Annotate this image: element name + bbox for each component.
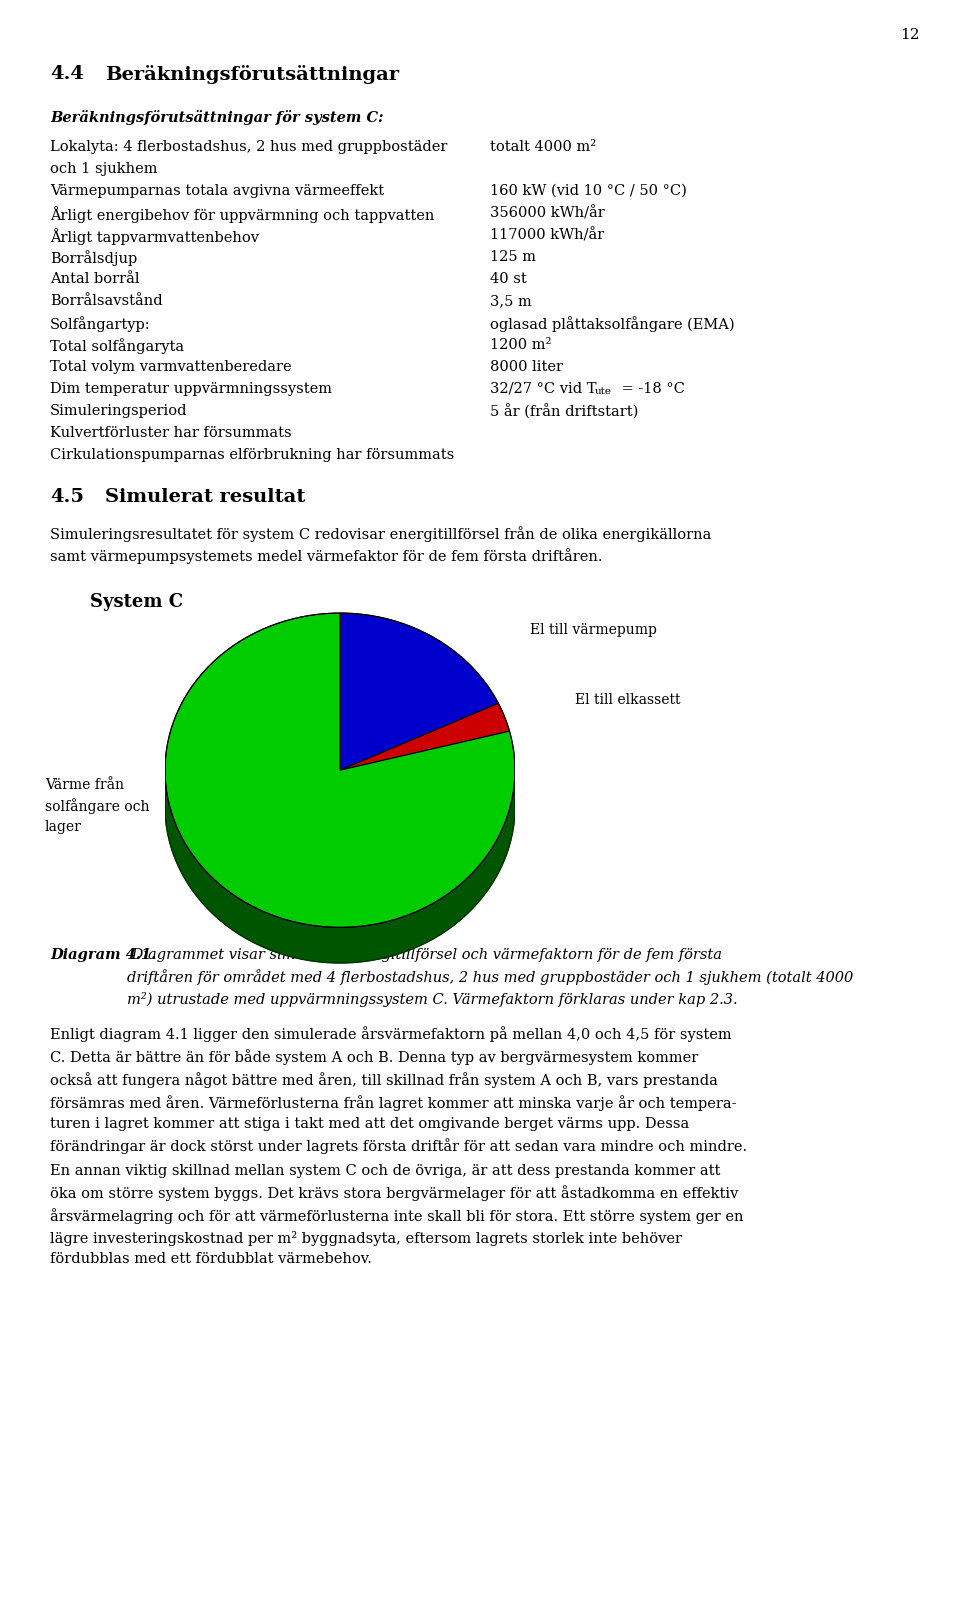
Text: Simuleringsperiod: Simuleringsperiod — [50, 405, 187, 418]
Text: Värmefaktor = 4,0 - 4,5: Värmefaktor = 4,0 - 4,5 — [216, 903, 444, 920]
Text: 32/27 °C vid T: 32/27 °C vid T — [490, 382, 596, 397]
Text: 356000 kWh/år: 356000 kWh/år — [490, 206, 605, 221]
Text: Simulerat resultat: Simulerat resultat — [105, 488, 305, 506]
Text: Diagrammet visar simulerad energitillförsel och värmefaktorn för de fem första
d: Diagrammet visar simulerad energitillför… — [127, 948, 853, 1006]
Text: 8000 liter: 8000 liter — [490, 359, 563, 374]
Text: totalt 4000 m²: totalt 4000 m² — [490, 140, 596, 155]
Text: 125 m: 125 m — [490, 250, 536, 264]
Text: Cirkulationspumparnas elförbrukning har försummats: Cirkulationspumparnas elförbrukning har … — [50, 448, 454, 463]
Text: 4.5: 4.5 — [50, 488, 84, 506]
Text: Värme från
solfångare och
lager: Värme från solfångare och lager — [45, 779, 150, 833]
Text: En annan viktig skillnad mellan system C och de övriga, är att dess prestanda ko: En annan viktig skillnad mellan system C… — [50, 1164, 743, 1265]
Text: 3,5 m: 3,5 m — [490, 293, 532, 308]
Text: 12: 12 — [900, 27, 920, 42]
Text: Simuleringsresultatet för system C redovisar energitillförsel från de olika ener: Simuleringsresultatet för system C redov… — [50, 526, 711, 542]
Text: Borrålsavstånd: Borrålsavstånd — [50, 293, 162, 308]
Text: = -18 °C: = -18 °C — [617, 382, 684, 397]
Text: Värmepumparnas totala avgivna värmeeffekt: Värmepumparnas totala avgivna värmeeffek… — [50, 184, 384, 198]
Text: Antal borrål: Antal borrål — [50, 272, 139, 285]
Text: Diagram 4.1.: Diagram 4.1. — [50, 948, 156, 962]
Text: oglasad plåttaksolfångare (EMA): oglasad plåttaksolfångare (EMA) — [490, 316, 734, 332]
Text: 160 kW (vid 10 °C / 50 °C): 160 kW (vid 10 °C / 50 °C) — [490, 184, 686, 198]
Text: 4.4: 4.4 — [50, 64, 84, 82]
Polygon shape — [165, 613, 515, 927]
Text: 117000 kWh/år: 117000 kWh/år — [490, 227, 604, 242]
Text: Solfångartyp:: Solfångartyp: — [50, 316, 151, 332]
Polygon shape — [340, 703, 510, 771]
Polygon shape — [165, 780, 515, 962]
Text: Beräkningsförutsättningar för system C:: Beräkningsförutsättningar för system C: — [50, 110, 383, 126]
Text: 40 st: 40 st — [490, 272, 527, 285]
Text: samt värmepumpsystemets medel värmefaktor för de fem första driftåren.: samt värmepumpsystemets medel värmefakto… — [50, 548, 603, 564]
Text: Enligt diagram 4.1 ligger den simulerade årsvärmefaktorn på mellan 4,0 och 4,5 f: Enligt diagram 4.1 ligger den simulerade… — [50, 1025, 747, 1154]
Text: Årligt tappvarmvattenbehov: Årligt tappvarmvattenbehov — [50, 227, 259, 245]
Text: Lokalyta: 4 flerbostadshus, 2 hus med gruppbostäder: Lokalyta: 4 flerbostadshus, 2 hus med gr… — [50, 140, 447, 155]
Polygon shape — [340, 613, 498, 771]
Text: Beräkningsförutsättningar: Beräkningsförutsättningar — [105, 64, 399, 84]
Text: Borrålsdjup: Borrålsdjup — [50, 250, 137, 266]
Text: System C: System C — [90, 593, 183, 611]
Text: Årligt energibehov för uppvärmning och tappvatten: Årligt energibehov för uppvärmning och t… — [50, 206, 434, 222]
Text: El till elkassett: El till elkassett — [575, 693, 681, 708]
Ellipse shape — [165, 648, 515, 962]
Text: 1200 m²: 1200 m² — [490, 339, 551, 351]
Text: Total volym varmvattenberedare: Total volym varmvattenberedare — [50, 359, 292, 374]
Text: Dim temperatur uppvärmningssystem: Dim temperatur uppvärmningssystem — [50, 382, 332, 397]
Text: 5 år (från driftstart): 5 år (från driftstart) — [490, 405, 638, 419]
Text: Total solfångaryta: Total solfångaryta — [50, 339, 184, 355]
Text: och 1 sjukhem: och 1 sjukhem — [50, 161, 157, 176]
Text: El till värmepump: El till värmepump — [530, 622, 657, 637]
Text: ute: ute — [595, 387, 612, 397]
Text: Kulvertförluster har försummats: Kulvertförluster har försummats — [50, 426, 292, 440]
